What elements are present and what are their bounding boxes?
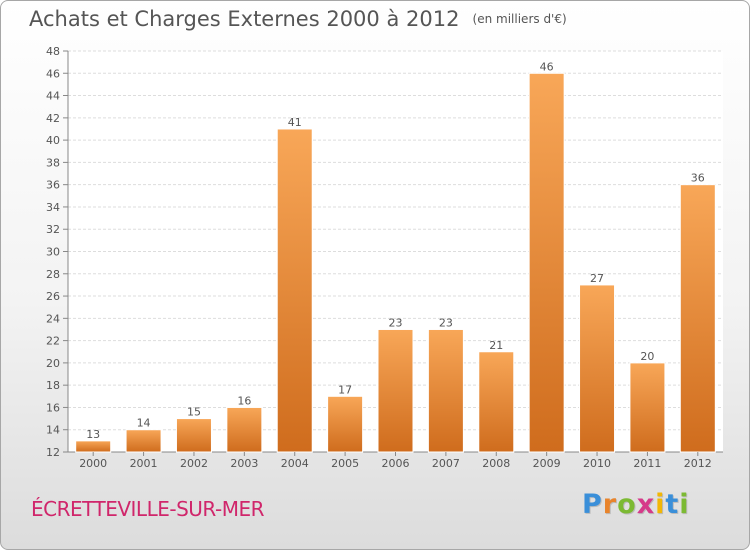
logo-letter: P	[582, 489, 603, 520]
y-tick-label: 40	[46, 134, 60, 147]
bar-value-label: 20	[640, 350, 654, 363]
bar	[327, 395, 364, 453]
bar	[276, 128, 313, 453]
commune-name: ÉCRETTEVILLE-SUR-MER	[31, 497, 265, 521]
y-tick-label: 30	[46, 246, 60, 259]
x-tick-label: 2010	[583, 457, 611, 470]
x-tick-label: 2009	[533, 457, 561, 470]
y-tick-label: 32	[46, 223, 60, 236]
bar	[478, 351, 515, 453]
bar	[629, 362, 666, 453]
bar	[579, 284, 616, 453]
logo-letter: t	[665, 489, 680, 520]
y-tick-label: 26	[46, 290, 60, 303]
bar-value-label: 16	[237, 394, 251, 407]
y-tick-label: 36	[46, 179, 60, 192]
bar-value-label: 23	[389, 316, 403, 329]
title-row: Achats et Charges Externes 2000 à 2012 (…	[29, 7, 567, 31]
bar	[125, 429, 162, 453]
bar-value-label: 17	[338, 383, 352, 396]
x-tick-label: 2003	[230, 457, 258, 470]
proxiti-logo: Proxiti	[582, 489, 690, 520]
bar	[175, 418, 212, 453]
y-tick-label: 12	[46, 446, 60, 459]
y-tick-label: 44	[46, 90, 60, 103]
bar	[75, 440, 112, 453]
bar	[528, 72, 565, 453]
x-tick-label: 2004	[281, 457, 309, 470]
y-tick-label: 46	[46, 67, 60, 80]
logo-letter: i	[679, 489, 690, 520]
chart-unit: (en milliers d'€)	[472, 12, 567, 26]
x-tick-label: 2012	[684, 457, 712, 470]
x-tick-label: 2006	[382, 457, 410, 470]
x-tick-label: 2011	[633, 457, 661, 470]
y-tick-label: 24	[46, 312, 60, 325]
bar	[377, 328, 414, 453]
x-tick-label: 2008	[482, 457, 510, 470]
logo-letter: i	[655, 489, 666, 520]
y-tick-label: 22	[46, 335, 60, 348]
x-tick-label: 2005	[331, 457, 359, 470]
bar-value-label: 14	[137, 417, 151, 430]
y-tick-label: 28	[46, 268, 60, 281]
logo-letter: r	[602, 489, 618, 520]
logo-letter: o	[617, 489, 637, 520]
bar-value-label: 36	[691, 172, 705, 185]
bar-value-label: 15	[187, 406, 201, 419]
y-tick-label: 20	[46, 357, 60, 370]
bar-value-label: 23	[439, 316, 453, 329]
bar-value-label: 21	[489, 339, 503, 352]
bar	[226, 406, 263, 453]
bar-value-label: 41	[288, 116, 302, 129]
bar	[427, 328, 464, 453]
y-tick-label: 18	[46, 379, 60, 392]
y-tick-label: 16	[46, 401, 60, 414]
x-tick-label: 2007	[432, 457, 460, 470]
x-tick-label: 2002	[180, 457, 208, 470]
y-tick-label: 38	[46, 156, 60, 169]
x-tick-label: 2001	[130, 457, 158, 470]
logo-letter: x	[636, 489, 656, 520]
bar-value-label: 13	[86, 428, 100, 441]
y-tick-label: 14	[46, 424, 60, 437]
y-tick-label: 42	[46, 112, 60, 125]
bar-value-label: 46	[540, 60, 554, 73]
y-tick-label: 34	[46, 201, 60, 214]
chart-title: Achats et Charges Externes 2000 à 2012	[29, 7, 460, 31]
x-tick-label: 2000	[79, 457, 107, 470]
y-tick-label: 48	[46, 45, 60, 58]
bar	[679, 184, 716, 453]
bar-value-label: 27	[590, 272, 604, 285]
